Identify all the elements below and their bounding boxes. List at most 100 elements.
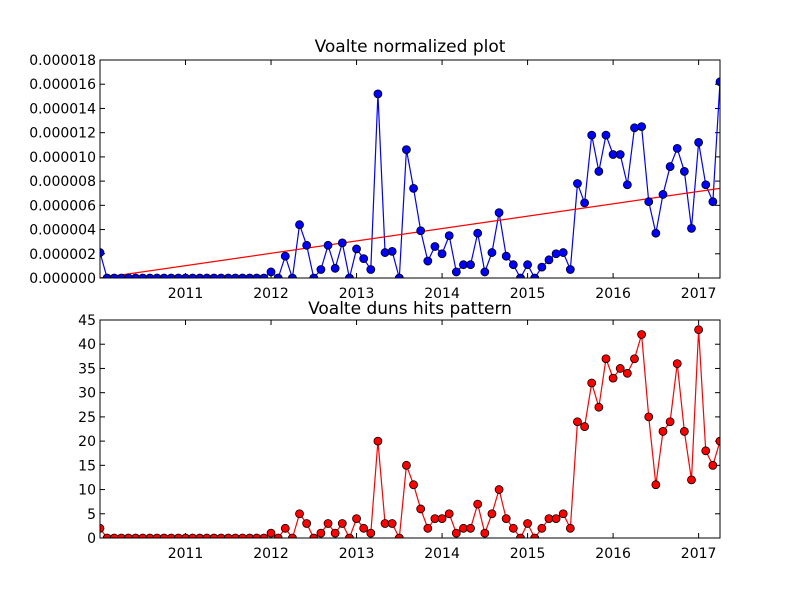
duns-hits-data-point [102, 533, 112, 538]
duns-hits-data-point [594, 402, 604, 412]
normalized-plot-title: Voalte normalized plot [315, 37, 506, 57]
duns-hits-data-point [124, 533, 133, 538]
normalized-x-tick-label: 2013 [339, 286, 375, 302]
duns-hits-data-point [558, 509, 568, 519]
normalized-data-point [252, 273, 262, 278]
duns-hits-data-point [573, 417, 582, 427]
duns-hits-data-point [622, 368, 632, 378]
duns-hits-data-point [202, 533, 212, 538]
duns-hits-data-point [551, 514, 561, 524]
normalized-data-point [615, 150, 625, 159]
normalized-data-point [209, 273, 219, 278]
duns-hits-data-point [437, 514, 447, 524]
normalized-data-point [594, 167, 604, 176]
normalized-data-point [565, 265, 575, 274]
duns-hits-data-point [181, 533, 190, 538]
duns-hits-data-point [637, 330, 647, 339]
normalized-data-point [309, 273, 319, 278]
normalized-data-point [601, 130, 611, 140]
duns-hits-data-point [444, 509, 454, 519]
normalized-data-point [451, 267, 461, 277]
normalized-data-point [708, 197, 718, 207]
normalized-x-tick-label: 2016 [595, 286, 631, 302]
normalized-x-tick-label: 2017 [681, 286, 717, 302]
duns-hits-data-point [145, 533, 155, 538]
normalized-data-point [480, 267, 490, 277]
duns-hits-data-point [359, 523, 369, 533]
normalized-data-point [487, 248, 497, 257]
normalized-data-layer [100, 77, 720, 278]
duns-hits-data-point [252, 533, 262, 538]
normalized-data-point [288, 273, 297, 278]
normalized-data-point [330, 263, 340, 273]
duns-hits-data-point [345, 533, 354, 538]
normalized-data-point [131, 273, 141, 278]
duns-hits-frame [99, 319, 721, 539]
duns-hits-panel: Voalte duns hits pattern 0 5 10 15 20 25 30 35 4… [78, 299, 721, 562]
normalized-y-tick-label: 0.000018 [29, 53, 96, 69]
normalized-data-point [238, 273, 247, 278]
duns-hits-y-tick-label: 40 [78, 337, 96, 353]
normalized-data-point [494, 208, 504, 218]
normalized-data-point [444, 231, 454, 241]
normalized-data-point [665, 162, 675, 171]
normalized-data-point [295, 220, 304, 230]
duns-hits-data-point [166, 533, 176, 538]
duns-hits-data-point [100, 523, 105, 533]
duns-hits-data-point [516, 533, 525, 538]
normalized-y-tick-label: 0.000016 [29, 77, 96, 93]
normalized-y-tick-label: 0.000008 [29, 174, 96, 190]
duns-hits-data-layer [100, 325, 720, 538]
normalized-plot-marks: 0.000000 0.000002 0.000004 0.000006 0.000008… [29, 53, 720, 302]
normalized-data-point [622, 180, 632, 190]
duns-hits-x-tick-label: 2013 [339, 546, 375, 562]
normalized-data-point [637, 122, 647, 132]
normalized-data-point [473, 228, 483, 238]
duns-hits-data-point [352, 514, 361, 524]
duns-hits-y-tick-label: 25 [78, 410, 96, 426]
duns-hits-data-point [665, 417, 675, 427]
normalized-data-point [402, 145, 411, 155]
duns-hits-data-point [451, 528, 461, 538]
duns-hits-data-point [644, 412, 654, 422]
normalized-data-point [679, 167, 689, 176]
duns-hits-data-point [630, 354, 639, 364]
normalized-data-point [195, 273, 205, 278]
normalized-data-point [202, 273, 212, 278]
normalized-data-point [530, 273, 540, 278]
duns-hits-data-point [466, 523, 475, 533]
normalized-data-point [558, 248, 568, 257]
normalized-y-tick-label: 0.000000 [29, 271, 96, 287]
duns-hits-y-tick-label: 15 [78, 458, 96, 474]
normalized-data-point [280, 251, 290, 261]
duns-hits-data-point [487, 509, 497, 519]
normalized-data-point [138, 273, 148, 278]
duns-hits-data-point [266, 528, 276, 538]
duns-hits-x-tick-label: 2012 [253, 546, 289, 562]
normalized-data-point [159, 273, 169, 278]
duns-hits-data-point [116, 533, 126, 538]
normalized-data-point [658, 190, 668, 199]
duns-hits-data-point [394, 533, 404, 538]
duns-hits-data-point [109, 533, 119, 538]
normalized-data-point [116, 273, 126, 278]
duns-hits-y-tick-label: 10 [78, 483, 96, 499]
normalized-y-tick-label: 0.000004 [29, 223, 96, 239]
duns-hits-data-point [288, 533, 297, 538]
duns-hits-data-point [231, 533, 240, 538]
duns-hits-data-point [508, 523, 518, 533]
normalized-data-point [715, 77, 720, 87]
duns-hits-data-point [587, 378, 597, 388]
duns-hits-title: Voalte duns hits pattern [308, 299, 512, 319]
duns-hits-data-point [216, 533, 226, 538]
duns-hits-data-point [309, 533, 319, 538]
duns-hits-data-point [138, 533, 148, 538]
normalized-data-point [273, 273, 283, 278]
duns-hits-x-tick-label: 2011 [168, 546, 204, 562]
normalized-data-point [701, 180, 711, 190]
normalized-data-point [366, 265, 376, 274]
normalized-data-point [687, 223, 696, 233]
normalized-data-point [245, 273, 255, 278]
duns-hits-data-point [615, 364, 625, 373]
normalized-data-point [109, 273, 119, 278]
